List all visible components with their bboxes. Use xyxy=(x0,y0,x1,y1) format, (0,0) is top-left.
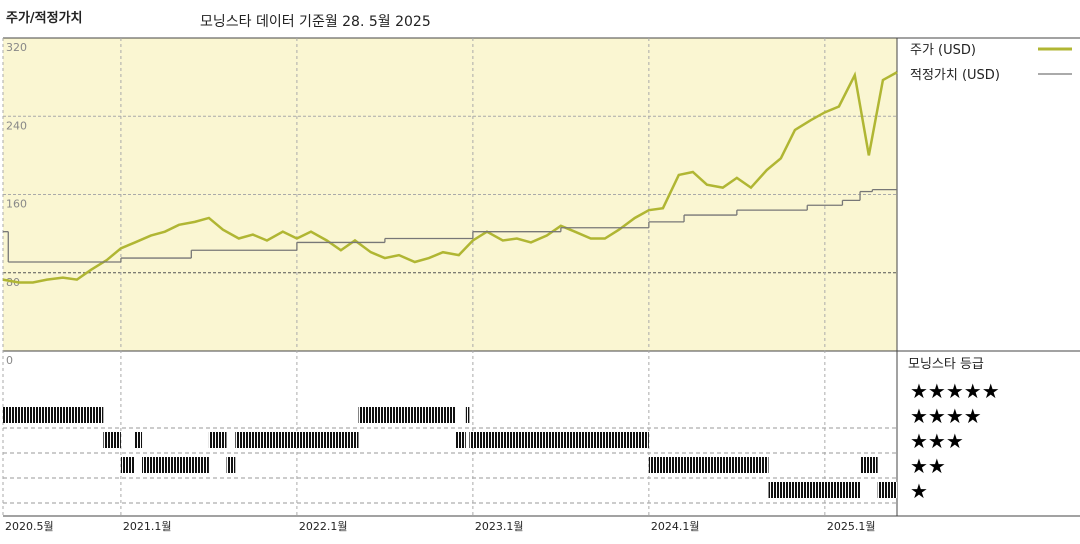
rating-bar xyxy=(877,482,897,498)
rating-legend: ★★★ xyxy=(910,429,964,453)
legend-label: 적정가치 (USD) xyxy=(910,68,1000,83)
rating-bar xyxy=(860,457,878,473)
rating-bar xyxy=(465,407,470,423)
rating-bar xyxy=(768,482,861,498)
rating-bar xyxy=(3,407,104,423)
x-tick-label: 2020.5월 xyxy=(5,520,54,533)
chart-subtitle: 모닝스타 데이터 기준월 28. 5월 2025 xyxy=(200,14,431,30)
rating-bar xyxy=(235,432,359,448)
x-tick-label: 2021.1월 xyxy=(123,520,172,533)
rating-bar xyxy=(455,432,466,448)
rating-bar xyxy=(226,457,236,473)
x-tick-label: 2023.1월 xyxy=(475,520,524,533)
y-tick-label: 0 xyxy=(6,354,13,367)
x-tick-label: 2022.1월 xyxy=(299,520,348,533)
rating-legend: ★ xyxy=(910,479,928,503)
rating-bar xyxy=(120,457,135,473)
legend-label: 주가 (USD) xyxy=(910,43,976,58)
rating-bar xyxy=(103,432,121,448)
chart-title: 주가/적정가치 xyxy=(6,10,83,26)
y-tick-label: 160 xyxy=(6,198,27,211)
y-tick-label: 320 xyxy=(6,41,27,54)
rating-legend: ★★★★★ xyxy=(910,379,1000,403)
rating-bar xyxy=(648,457,769,473)
rating-legend: ★★ xyxy=(910,454,946,478)
rating-title: 모닝스타 등급 xyxy=(908,357,984,372)
rating-bar xyxy=(208,432,227,448)
rating-legend: ★★★★ xyxy=(910,404,982,428)
rating-bar xyxy=(142,457,209,473)
x-tick-label: 2025.1월 xyxy=(827,520,876,533)
rating-bar xyxy=(469,432,649,448)
rating-bar xyxy=(134,432,143,448)
rating-bar xyxy=(358,407,456,423)
x-tick-label: 2024.1월 xyxy=(651,520,700,533)
price-line xyxy=(2,71,898,284)
y-tick-label: 240 xyxy=(6,119,27,132)
